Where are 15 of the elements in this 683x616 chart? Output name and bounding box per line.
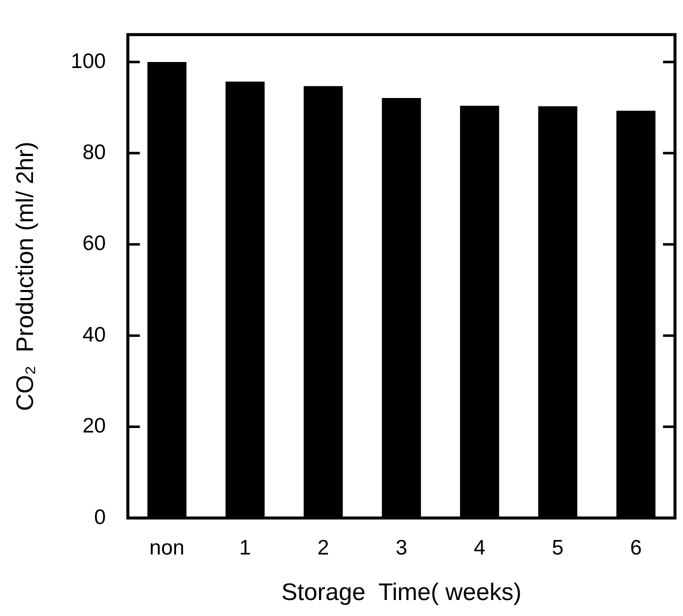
y-tick-label: 80 [82, 140, 106, 164]
y-tick-label: 100 [70, 50, 106, 73]
x-tick-label: 2 [317, 536, 330, 560]
x-tick-label: non [149, 536, 184, 560]
y-tick-label: 60 [82, 232, 106, 256]
x-tick-label: 1 [239, 536, 251, 560]
x-axis-title: Storage Time( weeks) [281, 579, 522, 606]
x-tick-label: 6 [630, 536, 642, 560]
y-tick-label: 20 [82, 414, 106, 438]
x-tick-label: 5 [552, 536, 564, 560]
y-axis-title: CO₂ Production (ml/ 2hr) [12, 142, 40, 411]
x-tick-label: 3 [396, 536, 408, 560]
y-tick-label: 40 [82, 323, 106, 346]
x-tick-label: 4 [474, 536, 486, 560]
y-tick-label: 0 [94, 506, 106, 529]
